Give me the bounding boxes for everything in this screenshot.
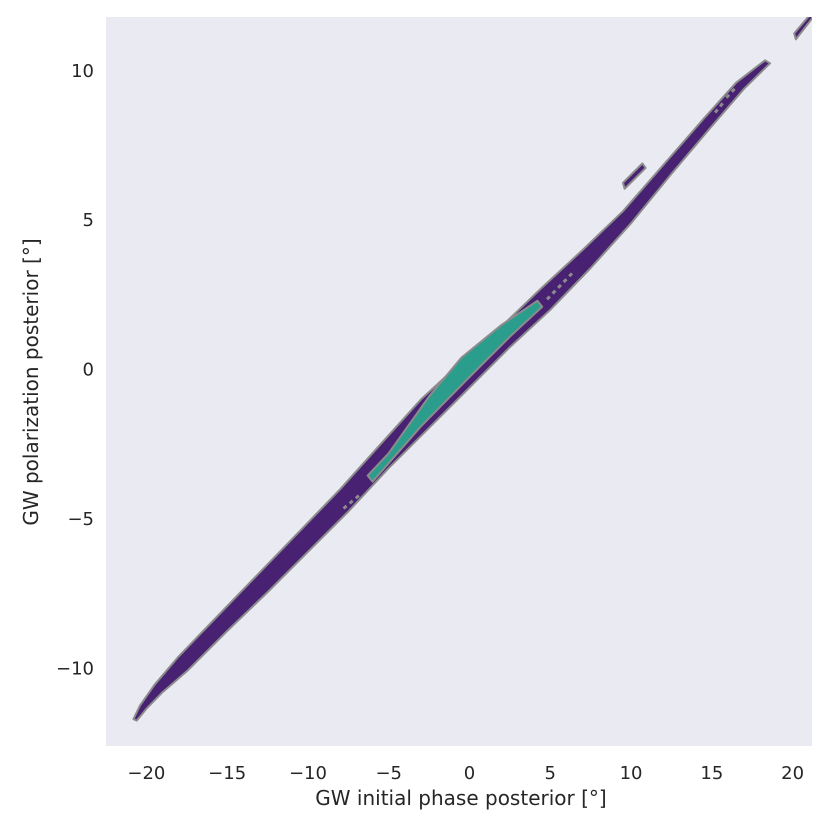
y-axis-ticks: −10 −5 0 5 10 [56, 61, 94, 680]
x-tick-label: 15 [700, 763, 723, 784]
outlier-segment-3 [545, 271, 574, 301]
y-tick-label: 10 [71, 61, 94, 82]
outlier-segment-0 [713, 99, 726, 114]
x-axis-label: GW initial phase posterior [°] [315, 786, 606, 810]
x-tick-label: −5 [375, 763, 402, 784]
x-tick-label: −15 [208, 763, 246, 784]
outlier-segments [342, 86, 738, 510]
x-tick-label: −10 [289, 763, 327, 784]
y-tick-label: −10 [56, 658, 94, 679]
contour-region-outer-3 [793, 17, 812, 41]
contour-region-outer-2 [622, 162, 647, 190]
outlier-segment-1 [725, 86, 738, 99]
outlier-segment-2 [342, 493, 361, 510]
y-axis-label: GW polarization posterior [°] [19, 238, 43, 525]
x-axis-ticks: −20 −15 −10 −5 0 5 10 15 20 [127, 763, 804, 784]
contour-region-inner-1 [366, 299, 544, 483]
x-tick-label: 0 [464, 763, 475, 784]
x-tick-label: 10 [620, 763, 643, 784]
x-tick-label: 20 [781, 763, 804, 784]
y-tick-label: −5 [67, 509, 94, 530]
y-tick-label: 0 [83, 360, 94, 381]
y-tick-label: 5 [83, 210, 94, 231]
x-tick-label: 5 [545, 763, 556, 784]
x-tick-label: −20 [127, 763, 165, 784]
contour-regions [132, 17, 812, 722]
